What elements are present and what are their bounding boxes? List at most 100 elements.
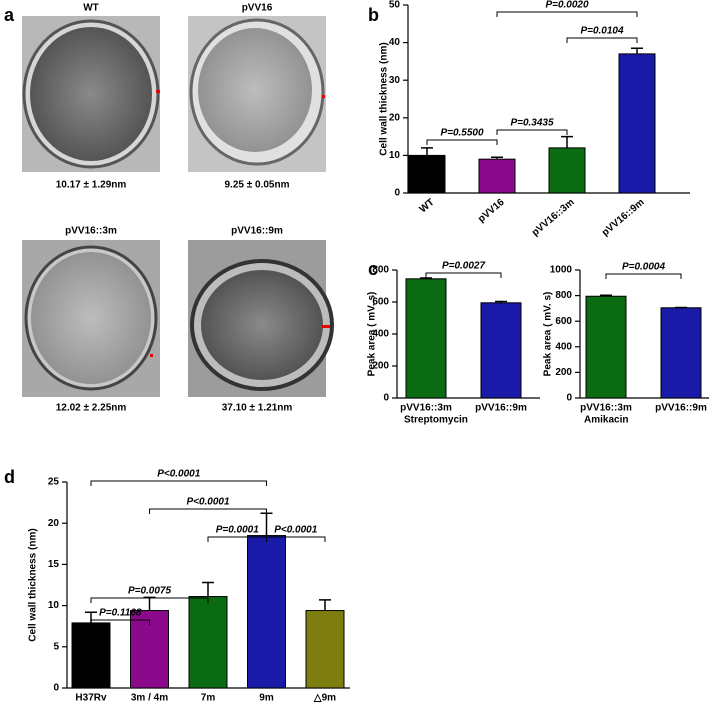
error-bar — [421, 147, 433, 156]
error-bar — [319, 599, 331, 611]
error-bar — [260, 512, 273, 536]
x-tick-label: pVV16::3m — [530, 197, 577, 239]
error-bar — [561, 135, 573, 148]
image-title: pVV16::3m — [65, 226, 117, 237]
p-value: P=0.3435 — [510, 118, 554, 129]
y-axis-label: Peak area ( mV. s) — [543, 292, 554, 377]
micrograph — [188, 16, 326, 172]
x-axis-label: Amikacin — [584, 415, 628, 426]
image-title: WT — [83, 3, 99, 14]
bar — [548, 147, 586, 194]
y-tick-label: 20 — [389, 112, 401, 123]
error-bar — [143, 596, 156, 611]
p-value: P=0.0001 — [216, 525, 260, 536]
bar — [71, 622, 111, 689]
y-tick-label: 200 — [555, 367, 572, 378]
significance-bracket — [425, 272, 502, 278]
image-caption: 37.10 ± 1.21nm — [222, 403, 293, 414]
p-value: P=0.1168 — [99, 608, 142, 619]
x-tick-label: 9m — [259, 693, 274, 704]
x-tick-label: pVV16::9m — [655, 403, 707, 414]
significance-bracket — [496, 11, 638, 17]
significance-bracket — [90, 597, 209, 603]
panel-label: c — [368, 259, 378, 279]
y-axis-label: Cell wall thickness (nm) — [28, 528, 39, 641]
error-bar — [631, 47, 643, 54]
p-value: P=0.0027 — [442, 261, 486, 272]
significance-bracket — [566, 37, 638, 43]
p-value: P=0.5500 — [440, 128, 484, 139]
y-tick-label: 10 — [48, 600, 60, 611]
x-tick-label: pVV16::9m — [475, 403, 527, 414]
significance-bracket — [426, 139, 498, 145]
x-tick-label: H37Rv — [75, 693, 107, 704]
image-title: pVV16 — [242, 3, 273, 14]
panel-label: d — [4, 467, 15, 487]
p-value: P<0.0001 — [274, 525, 318, 536]
bar — [405, 278, 447, 399]
significance-bracket — [90, 619, 150, 625]
y-axis-label: Cell wall thickness (nm) — [379, 42, 390, 155]
x-tick-label: pVV16::3m — [580, 403, 632, 414]
x-tick-label: 3m / 4m — [131, 693, 168, 704]
x-axis-label: Streptomycin — [404, 415, 468, 426]
x-tick-label: pVV16::3m — [400, 403, 452, 414]
image-caption: 10.17 ± 1.29nm — [56, 180, 127, 191]
y-tick-label: 1000 — [550, 265, 573, 276]
p-value: P<0.0001 — [186, 497, 230, 508]
panel-label: b — [368, 5, 379, 25]
x-tick-label: WT — [418, 197, 437, 215]
p-value: P<0.0001 — [157, 469, 201, 480]
y-tick-label: 600 — [372, 297, 389, 308]
bar — [188, 596, 228, 689]
x-tick-label: 7m — [201, 693, 216, 704]
x-tick-label: pVV16 — [476, 197, 507, 225]
y-tick-label: 600 — [555, 316, 572, 327]
image-caption: 9.25 ± 0.05nm — [225, 180, 290, 191]
p-value: P=0.0075 — [128, 586, 172, 597]
significance-bracket — [149, 508, 267, 514]
y-tick-label: 400 — [372, 329, 389, 340]
bar — [618, 53, 656, 194]
bar — [660, 307, 702, 399]
y-tick-label: 25 — [48, 477, 60, 488]
p-value: P=0.0020 — [545, 0, 589, 11]
error-bar — [420, 277, 432, 279]
bar — [305, 610, 345, 689]
y-axis-label: Peak area ( mV. s) — [367, 292, 378, 377]
y-tick-label: 0 — [566, 393, 572, 404]
p-value: P=0.0104 — [580, 26, 624, 37]
y-tick-label: 0 — [394, 188, 400, 199]
micrograph — [188, 240, 334, 397]
y-tick-label: 400 — [555, 341, 572, 352]
y-tick-label: 800 — [555, 290, 572, 301]
significance-bracket — [605, 273, 682, 279]
y-tick-label: 0 — [383, 393, 389, 404]
y-tick-label: 200 — [372, 361, 389, 372]
bar — [408, 154, 446, 194]
y-tick-label: 30 — [389, 75, 401, 86]
y-tick-label: 40 — [389, 37, 401, 48]
significance-bracket — [266, 536, 326, 542]
error-bar — [491, 156, 503, 160]
y-tick-label: 20 — [48, 518, 60, 529]
significance-bracket — [90, 480, 267, 486]
panel-label: a — [4, 5, 15, 25]
micrograph — [22, 240, 160, 397]
bar — [478, 158, 516, 194]
y-tick-label: 5 — [53, 641, 59, 652]
error-bar — [600, 294, 612, 297]
image-title: pVV16::9m — [231, 226, 283, 237]
error-bar — [202, 581, 214, 597]
p-value: P=0.0004 — [622, 262, 666, 273]
x-tick-label: △9m — [313, 693, 336, 704]
significance-bracket — [496, 129, 568, 135]
image-caption: 12.02 ± 2.25nm — [56, 403, 127, 414]
y-tick-label: 50 — [389, 0, 401, 11]
y-tick-label: 10 — [389, 150, 401, 161]
bar — [585, 295, 627, 399]
bar — [480, 302, 522, 399]
micrograph — [22, 16, 160, 172]
y-tick-label: 0 — [53, 683, 59, 694]
